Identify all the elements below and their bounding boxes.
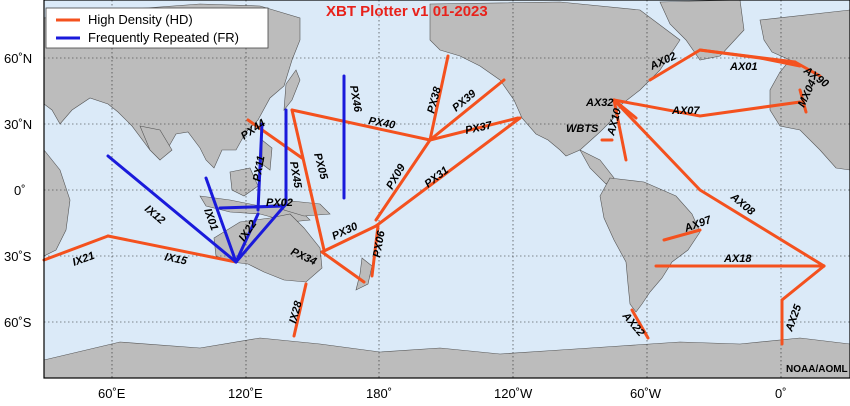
line-ix21 — [42, 234, 110, 262]
frequently-repeated-transects — [106, 74, 346, 264]
line-ix12 — [106, 154, 238, 264]
line-px30 — [320, 224, 378, 254]
land-masses — [43, 0, 850, 379]
label-px06: PX06 — [371, 229, 388, 258]
line-px31 — [374, 116, 522, 228]
lat-label-30n: 30˚N — [4, 117, 32, 132]
label-px45: PX45 — [287, 160, 304, 189]
longitude-labels: 60˚E 120˚E 180˚ 120˚W 60˚W 0˚ — [98, 386, 787, 401]
lon-label-120e: 120˚E — [228, 386, 263, 401]
line-ax97 — [662, 228, 702, 242]
land-south-america — [599, 177, 701, 313]
line-ax08 — [612, 98, 826, 268]
line-px44 — [246, 118, 304, 160]
label-px40: PX40 — [367, 115, 396, 132]
label-ax32: AX32 — [585, 97, 614, 109]
lat-label-30s: 30˚S — [4, 249, 32, 264]
line-ax10 — [612, 98, 628, 162]
line-ax22 — [630, 308, 650, 340]
lat-label-0: 0˚ — [14, 183, 26, 198]
line-px11 — [256, 122, 264, 212]
line-px02 — [234, 202, 288, 264]
line-ix22 — [234, 212, 260, 264]
label-ax18: AX18 — [723, 253, 752, 265]
legend: High Density (HD) Frequently Repeated (F… — [45, 7, 269, 49]
label-px11: PX11 — [251, 155, 267, 183]
line-ix15 — [106, 234, 238, 264]
label-ax07: AX07 — [671, 105, 700, 117]
legend-box — [45, 7, 269, 49]
line-px02b — [218, 204, 286, 210]
land-borneo — [229, 167, 259, 197]
label-px46: PX46 — [347, 84, 364, 113]
label-ix15: IX15 — [163, 251, 188, 268]
land-europe — [759, 9, 850, 171]
label-wbts: WBTS — [566, 123, 599, 135]
line-ax01 — [698, 48, 802, 68]
line-px05 — [290, 108, 326, 252]
line-px09 — [374, 138, 432, 222]
lat-label-60n: 60˚N — [4, 51, 32, 66]
line-px40 — [290, 108, 432, 142]
land-india — [139, 125, 173, 161]
lon-label-180: 180˚ — [366, 386, 392, 401]
credit-label: NOAA/AOML — [786, 364, 848, 375]
map-title: XBT Plotter v1 01-2023 — [326, 3, 488, 20]
line-px39 — [428, 78, 506, 142]
label-px02: PX02 — [266, 197, 293, 209]
land-greenland — [659, 0, 745, 61]
line-ax90 — [793, 60, 822, 78]
line-ax25 — [780, 264, 826, 346]
label-px37: PX37 — [464, 119, 494, 137]
latitude-labels: 60˚N 30˚N 0˚ 30˚S 60˚S — [4, 51, 32, 330]
map-border — [43, 0, 850, 379]
lon-label-120w: 120˚W — [494, 386, 533, 401]
line-ax07 — [612, 98, 802, 118]
legend-label-hd: High Density (HD) — [88, 12, 193, 27]
land-north-america — [429, 1, 681, 157]
land-japan — [283, 69, 301, 111]
high-density-transects — [42, 48, 826, 346]
land-antarctica — [43, 337, 850, 379]
land-new-zealand — [355, 257, 373, 291]
line-mx04 — [798, 88, 808, 114]
label-ix28: IX28 — [287, 299, 305, 325]
lon-label-0: 0˚ — [775, 386, 787, 401]
legend-label-fr: Frequently Repeated (FR) — [88, 30, 239, 45]
line-px37 — [428, 116, 520, 142]
lon-label-60e: 60˚E — [98, 386, 126, 401]
lat-label-60s: 60˚S — [4, 315, 32, 330]
line-px38 — [428, 54, 450, 142]
line-ix01 — [204, 176, 238, 264]
graticule — [44, 0, 850, 378]
line-ix28 — [292, 282, 308, 338]
label-ax01: AX01 — [729, 61, 758, 73]
line-px06 — [370, 224, 380, 278]
line-px34 — [320, 250, 366, 284]
lon-label-60w: 60˚W — [630, 386, 662, 401]
